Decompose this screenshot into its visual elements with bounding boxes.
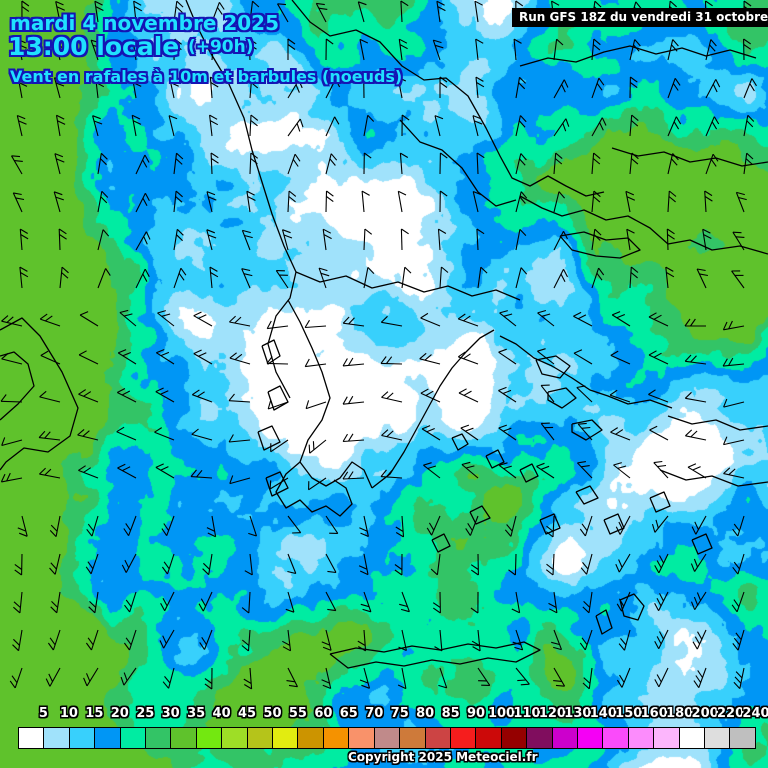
legend-tick: 150 bbox=[615, 706, 643, 721]
legend-swatch[interactable] bbox=[501, 728, 528, 748]
legend-tick: 80 bbox=[416, 706, 435, 721]
legend-tick: 40 bbox=[212, 706, 231, 721]
legend-swatch[interactable] bbox=[247, 728, 274, 748]
legend-tick: 70 bbox=[365, 706, 384, 721]
legend-tick: 60 bbox=[314, 706, 333, 721]
legend-swatch[interactable] bbox=[577, 728, 604, 748]
legend-swatch[interactable] bbox=[273, 728, 299, 748]
forecast-date-label: mardi 4 novembre 2025 bbox=[10, 11, 280, 35]
legend-tick: 130 bbox=[564, 706, 592, 721]
legend-tick: 55 bbox=[288, 706, 307, 721]
legend-swatch[interactable] bbox=[704, 728, 731, 748]
legend-swatch[interactable] bbox=[171, 728, 197, 748]
legend-tick: 200 bbox=[691, 706, 719, 721]
legend-swatch[interactable] bbox=[679, 728, 705, 748]
forecast-time-label: 13:00 locale (+90h) bbox=[8, 32, 254, 61]
legend-swatch[interactable] bbox=[450, 728, 477, 748]
legend-swatch[interactable] bbox=[95, 728, 121, 748]
legend-swatch[interactable] bbox=[146, 728, 172, 748]
legend-tick: 25 bbox=[136, 706, 155, 721]
legend-tick: 160 bbox=[640, 706, 668, 721]
legend-tick: 120 bbox=[538, 706, 566, 721]
parameter-label: Vent en rafales à 10m et barbules (noeud… bbox=[10, 67, 403, 86]
legend-tick: 65 bbox=[339, 706, 358, 721]
legend-swatch[interactable] bbox=[628, 728, 655, 748]
legend-swatch[interactable] bbox=[120, 728, 147, 748]
legend-swatch[interactable] bbox=[527, 728, 553, 748]
legend-tick: 45 bbox=[237, 706, 257, 721]
legend-tick: 75 bbox=[390, 706, 409, 721]
legend-swatch[interactable] bbox=[222, 728, 248, 748]
legend-tick: 100 bbox=[487, 706, 516, 721]
legend-tick: 15 bbox=[85, 706, 104, 721]
legend-swatch[interactable] bbox=[349, 728, 375, 748]
forecast-time-text: 13:00 locale bbox=[8, 32, 180, 61]
legend-swatch[interactable] bbox=[196, 728, 223, 748]
legend-tick: 90 bbox=[467, 706, 486, 721]
legend-tick: 85 bbox=[441, 706, 460, 721]
legend-tick: 140 bbox=[589, 706, 617, 721]
legend-swatch[interactable] bbox=[374, 728, 401, 748]
legend-tick: 5 bbox=[38, 706, 48, 721]
legend-tick: 110 bbox=[513, 706, 541, 721]
legend-swatch[interactable] bbox=[476, 728, 502, 748]
legend-tick: 10 bbox=[59, 706, 78, 721]
copyright-label: Copyright 2025 Meteociel.fr bbox=[348, 750, 538, 764]
legend-tick: 180 bbox=[666, 706, 694, 721]
legend-swatch[interactable] bbox=[400, 728, 426, 748]
legend-color-bar[interactable] bbox=[18, 727, 756, 749]
legend-swatch[interactable] bbox=[323, 728, 350, 748]
legend-tick: 20 bbox=[110, 706, 129, 721]
legend-swatch[interactable] bbox=[654, 728, 680, 748]
legend-swatch[interactable] bbox=[552, 728, 578, 748]
legend-tick: 240 bbox=[742, 706, 768, 721]
legend-tick-labels: 5 10 15 20 25 30 35 40 45 50 55 60 65 70 75 80 85 90 100 11… bbox=[0, 706, 768, 728]
legend-tick: 30 bbox=[161, 706, 180, 721]
model-run-badge: Run GFS 18Z du vendredi 31 octobre 2025 bbox=[512, 8, 768, 27]
legend-tick: 35 bbox=[187, 706, 206, 721]
forecast-lead-time-label: (+90h) bbox=[187, 37, 254, 57]
legend-swatch[interactable] bbox=[730, 728, 755, 748]
color-scale-legend[interactable]: 5 10 15 20 25 30 35 40 45 50 55 60 65 70 75 80 85 90 100 11… bbox=[0, 706, 768, 768]
legend-tick: 220 bbox=[716, 706, 745, 721]
legend-swatch[interactable] bbox=[69, 728, 96, 748]
legend-swatch[interactable] bbox=[603, 728, 629, 748]
legend-swatch[interactable] bbox=[44, 728, 70, 748]
legend-swatch[interactable] bbox=[19, 728, 45, 748]
legend-tick: 50 bbox=[263, 706, 282, 721]
legend-swatch[interactable] bbox=[298, 728, 324, 748]
legend-swatch[interactable] bbox=[425, 728, 451, 748]
